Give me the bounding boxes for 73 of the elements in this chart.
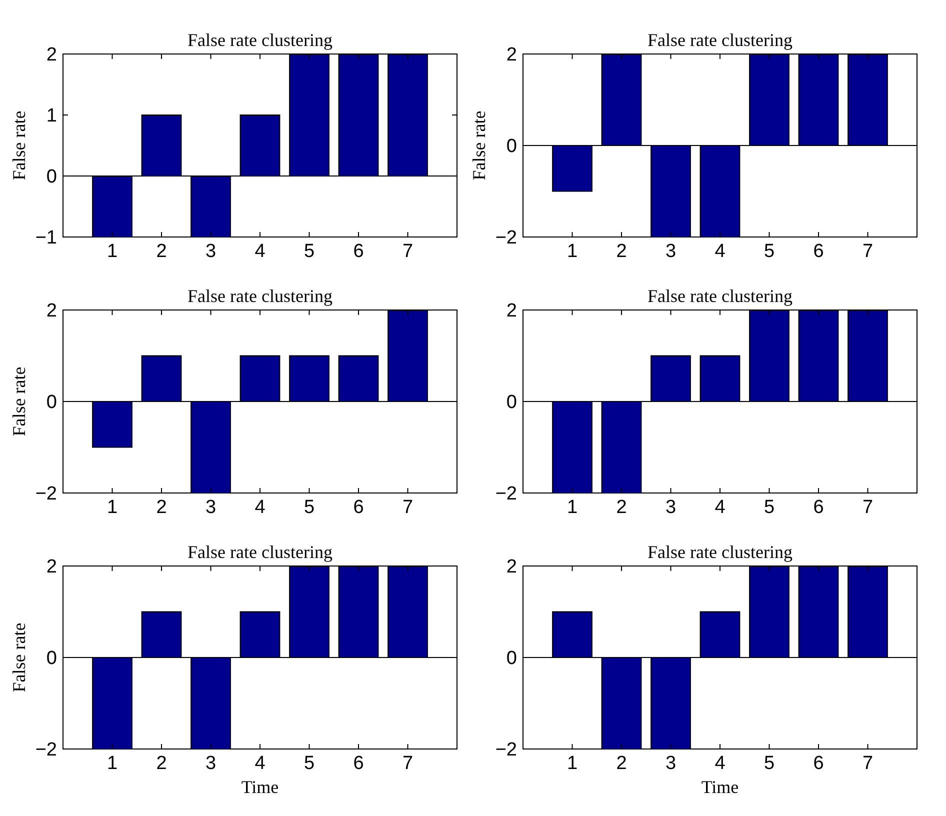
x-tick-label: 6 [353,241,364,262]
y-tick-label: 2 [506,556,517,578]
y-tick-label: −2 [495,484,517,505]
y-tick-label: −2 [495,740,517,761]
chart-title: False rate clustering [648,286,792,306]
x-tick-label: 3 [665,497,676,518]
x-tick-label: 5 [764,497,775,518]
y-tick-label: 2 [46,300,57,322]
y-tick-label: 2 [46,44,57,66]
x-tick-label: 2 [156,497,167,518]
x-axis-title: Time [701,777,739,797]
x-tick-label: 2 [616,497,627,518]
x-tick-label: 6 [813,497,824,518]
x-axis-title: Time [241,777,279,797]
x-tick-label: 4 [714,241,726,262]
x-tick-label: 2 [616,753,627,774]
chart-title: False rate clustering [188,30,332,50]
x-tick-label: 5 [304,497,315,518]
x-tick-label: 7 [402,241,414,262]
y-tick-label: −2 [35,740,57,761]
y-axis-title: False rate [9,622,29,692]
y-tick-label: 0 [46,648,57,670]
x-tick-label: 7 [862,753,874,774]
x-tick-label: 1 [106,241,118,262]
x-tick-label: 3 [205,241,216,262]
x-tick-label: 5 [304,241,315,262]
x-tick-label: 4 [714,497,726,518]
x-tick-label: 4 [254,497,266,518]
y-tick-label: 0 [46,166,57,188]
y-tick-label: 1 [46,106,57,127]
x-tick-label: 6 [813,241,824,262]
x-tick-label: 4 [254,753,266,774]
y-tick-label: 0 [506,392,517,414]
x-tick-label: 1 [566,497,578,518]
x-tick-label: 4 [714,753,726,774]
x-tick-label: 6 [353,753,364,774]
x-tick-label: 3 [205,753,216,774]
x-tick-label: 3 [665,241,676,262]
chart-title: False rate clustering [188,542,332,562]
chart-title: False rate clustering [648,542,792,562]
x-tick-label: 5 [304,753,315,774]
x-tick-label: 1 [566,753,578,774]
chart-title: False rate clustering [648,30,792,50]
y-tick-label: 2 [506,300,517,322]
x-tick-label: 6 [813,753,824,774]
x-tick-label: 5 [764,753,775,774]
x-tick-label: 2 [156,241,167,262]
x-tick-label: 3 [205,497,216,518]
y-tick-label: 0 [46,392,57,414]
x-tick-label: 7 [402,497,414,518]
y-tick-label: 0 [506,136,517,158]
y-tick-label: 2 [46,556,57,578]
x-tick-label: 1 [566,241,578,262]
x-tick-label: 1 [106,753,118,774]
y-tick-label: 2 [506,44,517,66]
chart-title: False rate clustering [188,286,332,306]
x-tick-label: 5 [764,241,775,262]
x-tick-label: 3 [665,753,676,774]
x-tick-label: 4 [254,241,266,262]
x-tick-label: 2 [156,753,167,774]
y-tick-label: −2 [495,228,517,249]
x-tick-label: 7 [862,497,874,518]
y-axis-title: False rate [9,110,29,180]
x-tick-label: 7 [402,753,414,774]
y-axis-title: False rate [9,366,29,436]
x-tick-label: 1 [106,497,118,518]
x-tick-label: 6 [353,497,364,518]
x-tick-label: 7 [862,241,874,262]
y-tick-label: −1 [35,228,57,249]
y-axis-title: False rate [469,110,489,180]
y-tick-label: 0 [506,648,517,670]
x-tick-label: 2 [616,241,627,262]
y-tick-label: −2 [35,484,57,505]
